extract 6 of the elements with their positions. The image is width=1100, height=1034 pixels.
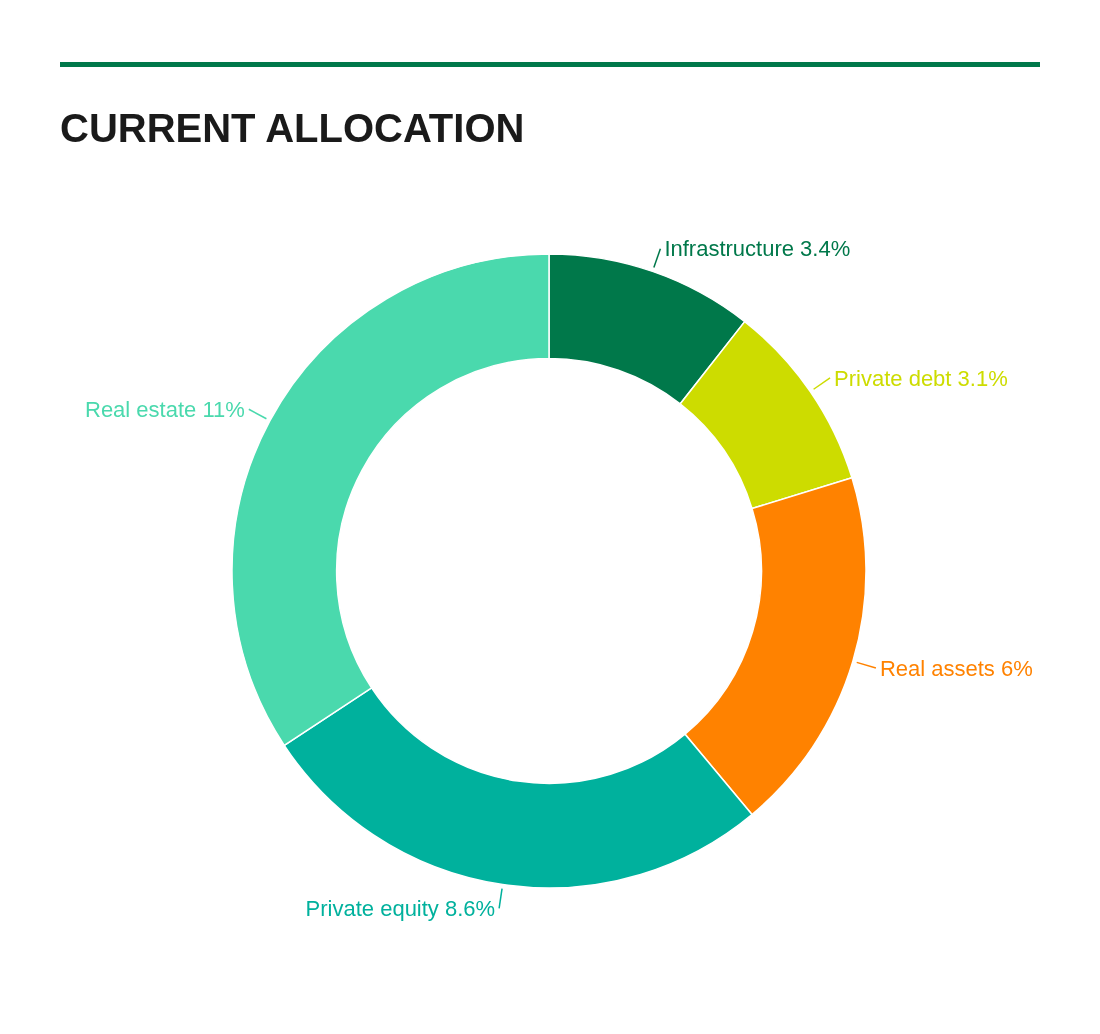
chart-title: CURRENT ALLOCATION: [60, 106, 525, 150]
slice-label: Real estate 11%: [84, 396, 245, 422]
slice-label: Private equity 8.6%: [305, 896, 496, 922]
slice-label: Private debt 3.1%: [834, 365, 1008, 391]
slice-label: Real assets 6%: [879, 655, 1033, 681]
slice-label: Infrastructure 3.4%: [664, 236, 851, 262]
